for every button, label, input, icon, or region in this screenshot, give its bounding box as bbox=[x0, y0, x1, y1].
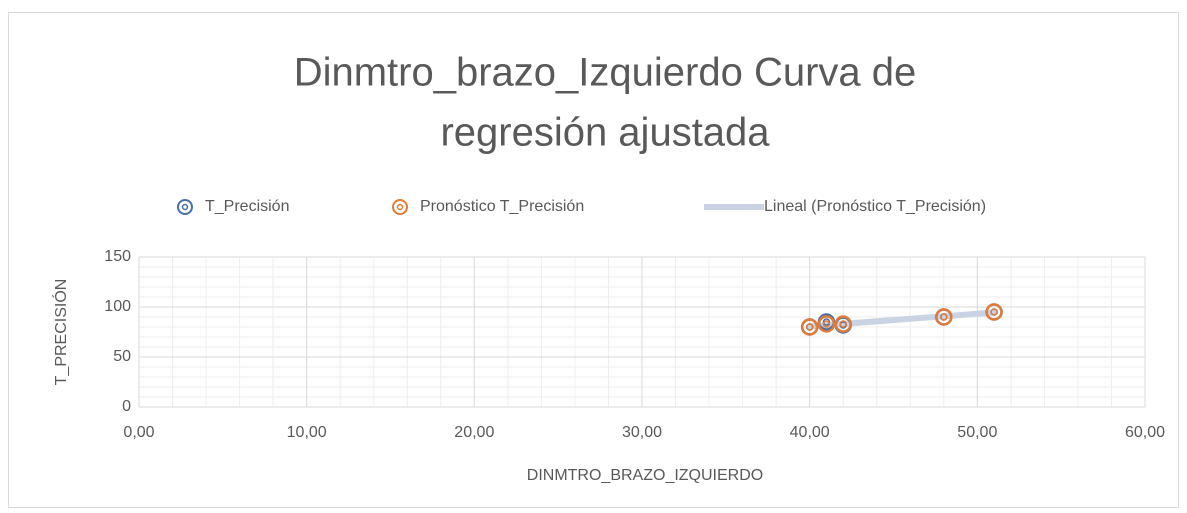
y-tick-label: 150 bbox=[104, 248, 131, 265]
legend-marker bbox=[396, 203, 404, 211]
x-tick-label: 20,00 bbox=[454, 424, 494, 441]
point bbox=[985, 303, 1003, 321]
x-tick-label: 0,00 bbox=[123, 424, 154, 441]
point-center bbox=[940, 313, 948, 321]
y-tick-label: 50 bbox=[113, 348, 131, 365]
legend-marker bbox=[181, 203, 189, 211]
chart-title: regresión ajustada bbox=[440, 111, 770, 155]
x-tick-label: 60,00 bbox=[1125, 424, 1165, 441]
legend-label: Pronóstico T_Precisión bbox=[420, 198, 584, 215]
x-tick-label: 30,00 bbox=[622, 424, 662, 441]
point-center bbox=[990, 308, 998, 316]
point-center bbox=[839, 320, 847, 328]
legend-marker bbox=[177, 199, 193, 215]
legend-label: Lineal (Pronóstico T_Precisión) bbox=[764, 198, 986, 215]
x-tick-label: 40,00 bbox=[790, 424, 830, 441]
chart-border bbox=[8, 12, 1179, 508]
point-center bbox=[805, 323, 814, 331]
legend-marker bbox=[392, 199, 408, 215]
chart-title: Dinmtro_brazo_Izquierdo Curva de bbox=[294, 51, 917, 95]
point-center bbox=[822, 320, 831, 328]
y-tick-label: 0 bbox=[122, 398, 131, 415]
point bbox=[800, 318, 819, 336]
point bbox=[834, 315, 852, 333]
point bbox=[935, 308, 953, 326]
point bbox=[817, 315, 836, 333]
x-tick-label: 50,00 bbox=[957, 424, 997, 441]
legend-label: T_Precisión bbox=[205, 198, 289, 215]
x-axis-label: DINMTRO_BRAZO_IZQUIERDO bbox=[527, 467, 763, 484]
y-axis-label: T_PRECISIÓN bbox=[51, 279, 70, 386]
y-tick-label: 100 bbox=[104, 298, 131, 315]
x-tick-label: 10,00 bbox=[287, 424, 327, 441]
